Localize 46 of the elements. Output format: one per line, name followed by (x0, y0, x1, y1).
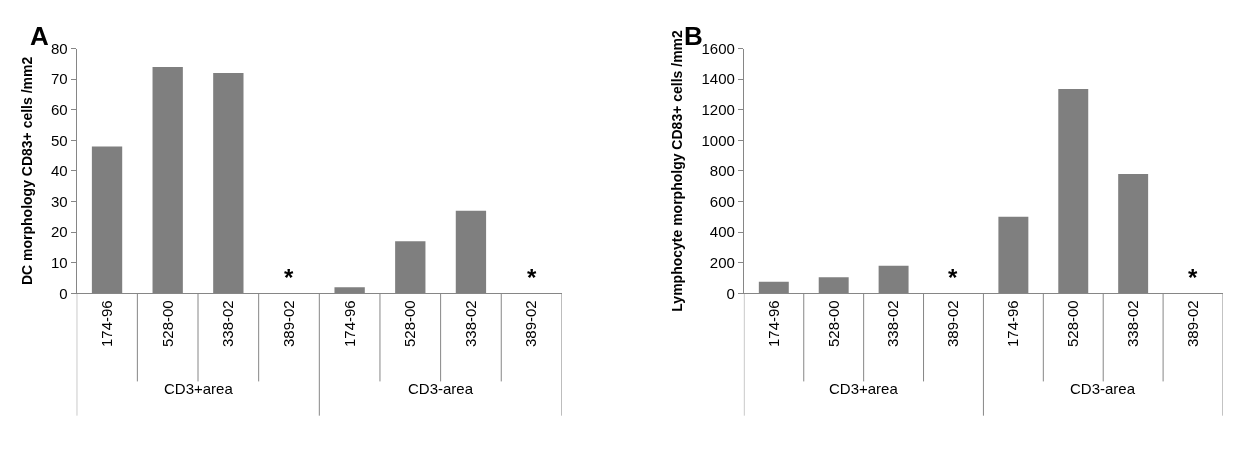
y-tick-label: 600 (709, 192, 735, 210)
text: CD3-area (408, 380, 474, 397)
x-tick-label: 528-00 (158, 300, 176, 348)
x-tick-label: 528-00 (401, 300, 419, 348)
x-tick-label: 338-02 (1124, 300, 1142, 348)
y-axis-title: Lymphocyte morpholgy CD83+ cells /mm2 (669, 29, 686, 312)
x-tick-label: 338-02 (884, 300, 902, 348)
x-tick-label: 174-96 (764, 300, 782, 348)
y-tick-label: 1200 (701, 100, 735, 118)
x-tick-label: 528-00 (824, 300, 842, 348)
annotation: * (948, 264, 958, 291)
y-tick-label: 50 (51, 131, 68, 149)
x-tick-label: 338-02 (461, 300, 479, 348)
y-tick-label: 800 (709, 162, 735, 180)
chart-title: B (684, 21, 703, 51)
chart-title: A (30, 21, 49, 51)
text: CD3+area (164, 380, 234, 397)
x-tick-label: 338-02 (219, 300, 237, 348)
y-tick-label: 20 (51, 223, 68, 241)
x-tick-label: 389-02 (944, 300, 962, 348)
x-tick-label: 389-02 (1183, 300, 1201, 348)
text: CD3-area (1070, 380, 1136, 397)
y-tick-label: 0 (726, 284, 735, 302)
y-tick-label: 200 (709, 253, 735, 271)
text: CD3+area (829, 380, 899, 397)
y-tick-label: 80 (51, 39, 68, 57)
y-tick-label: 10 (51, 253, 68, 271)
y-tick-label: 70 (51, 70, 68, 88)
annotation: * (1188, 264, 1198, 291)
annotation: * (527, 264, 537, 291)
x-tick-label: 389-02 (279, 300, 297, 348)
y-tick-label: 400 (709, 223, 735, 241)
y-tick-label: 60 (51, 100, 68, 118)
y-tick-label: 0 (59, 284, 68, 302)
x-tick-label: 389-02 (522, 300, 540, 348)
y-tick-label: 40 (51, 162, 68, 180)
x-tick-label: 174-96 (1004, 300, 1022, 348)
y-axis-title: DC morphology CD83+ cells /mm2 (18, 56, 35, 286)
x-tick-label: 174-96 (340, 300, 358, 348)
annotation: * (284, 264, 294, 291)
x-tick-label: 528-00 (1064, 300, 1082, 348)
y-tick-label: 1000 (701, 131, 735, 149)
y-tick-label: 1600 (701, 39, 735, 57)
y-tick-label: 1400 (701, 70, 735, 88)
x-tick-label: 174-96 (97, 300, 115, 348)
y-tick-label: 30 (51, 192, 68, 210)
